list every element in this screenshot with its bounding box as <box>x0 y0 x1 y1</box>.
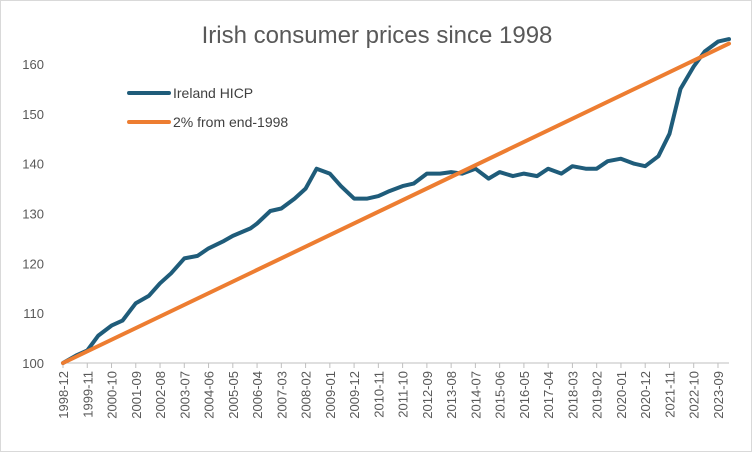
y-tick-label: 130 <box>22 207 44 222</box>
y-tick-label: 100 <box>22 356 44 371</box>
x-tick-label: 1998-12 <box>56 371 71 419</box>
x-tick-label: 2000-10 <box>105 371 120 419</box>
x-tick-label: 2015-06 <box>493 371 508 419</box>
y-tick-label: 150 <box>22 107 44 122</box>
x-tick-label: 2021-11 <box>662 371 677 418</box>
x-tick-label: 2017-04 <box>541 371 556 419</box>
x-tick-label: 2013-08 <box>444 371 459 419</box>
series-layer <box>61 37 731 365</box>
x-tick-label: 2004-06 <box>202 371 217 419</box>
x-tick-label: 2020-12 <box>638 371 653 419</box>
y-tick-label: 120 <box>22 256 44 271</box>
x-tick-label: 2001-09 <box>129 371 144 419</box>
x-tick-label: 2019-02 <box>590 371 605 419</box>
y-tick-label: 140 <box>22 157 44 172</box>
y-axis: 100 110 120 130 140 150 160 <box>22 57 44 371</box>
x-tick-label: 2023-09 <box>711 371 726 419</box>
legend: Ireland HICP 2% from end-1998 <box>127 85 288 130</box>
x-tick-label: 2007-03 <box>274 371 289 419</box>
x-tick-label: 2003-07 <box>177 371 192 419</box>
y-tick-label: 160 <box>22 57 44 72</box>
x-tick-label: 2012-09 <box>420 371 435 419</box>
x-tick-label: 1999-11 <box>80 371 95 418</box>
x-tick-label: 2020-01 <box>614 371 629 419</box>
x-axis: 1998-12 1999-11 2000-10 2001-09 2002-08 2003-… <box>56 362 729 419</box>
x-tick-label: 2005-05 <box>226 371 241 419</box>
x-tick-label: 2008-02 <box>299 371 314 419</box>
chart-title: Irish consumer prices since 1998 <box>202 22 553 49</box>
legend-label: Ireland HICP <box>173 85 253 101</box>
x-tick-label: 2009-01 <box>323 371 338 419</box>
x-tick-label: 2014-07 <box>468 371 483 419</box>
x-tick-label: 2022-10 <box>687 371 702 419</box>
x-tick-label: 2002-08 <box>153 371 168 419</box>
x-tick-label: 2006-04 <box>250 371 265 419</box>
x-tick-label: 2010-11 <box>371 371 386 418</box>
x-tick-label: 2009-12 <box>347 371 362 419</box>
x-tick-label: 2018-03 <box>565 371 580 419</box>
series-line-two-percent-trend <box>61 41 731 365</box>
x-tick-label: 2011-10 <box>396 371 411 418</box>
y-tick-label: 110 <box>23 306 44 321</box>
series-line-ireland-hicp <box>61 37 731 365</box>
legend-label: 2% from end-1998 <box>173 114 288 130</box>
x-tick-label: 2016-05 <box>517 371 532 419</box>
